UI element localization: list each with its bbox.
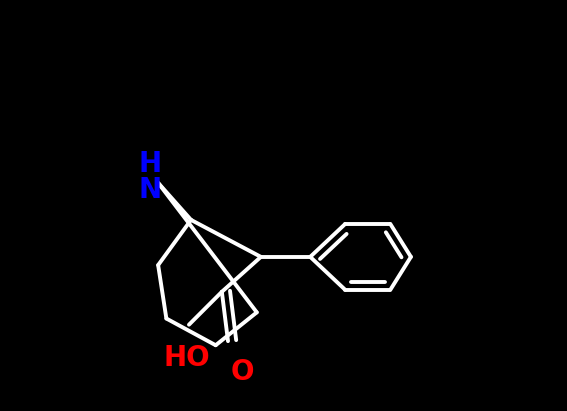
Text: O: O	[231, 358, 254, 386]
Text: H
N: H N	[138, 150, 162, 203]
Text: HO: HO	[164, 344, 210, 372]
